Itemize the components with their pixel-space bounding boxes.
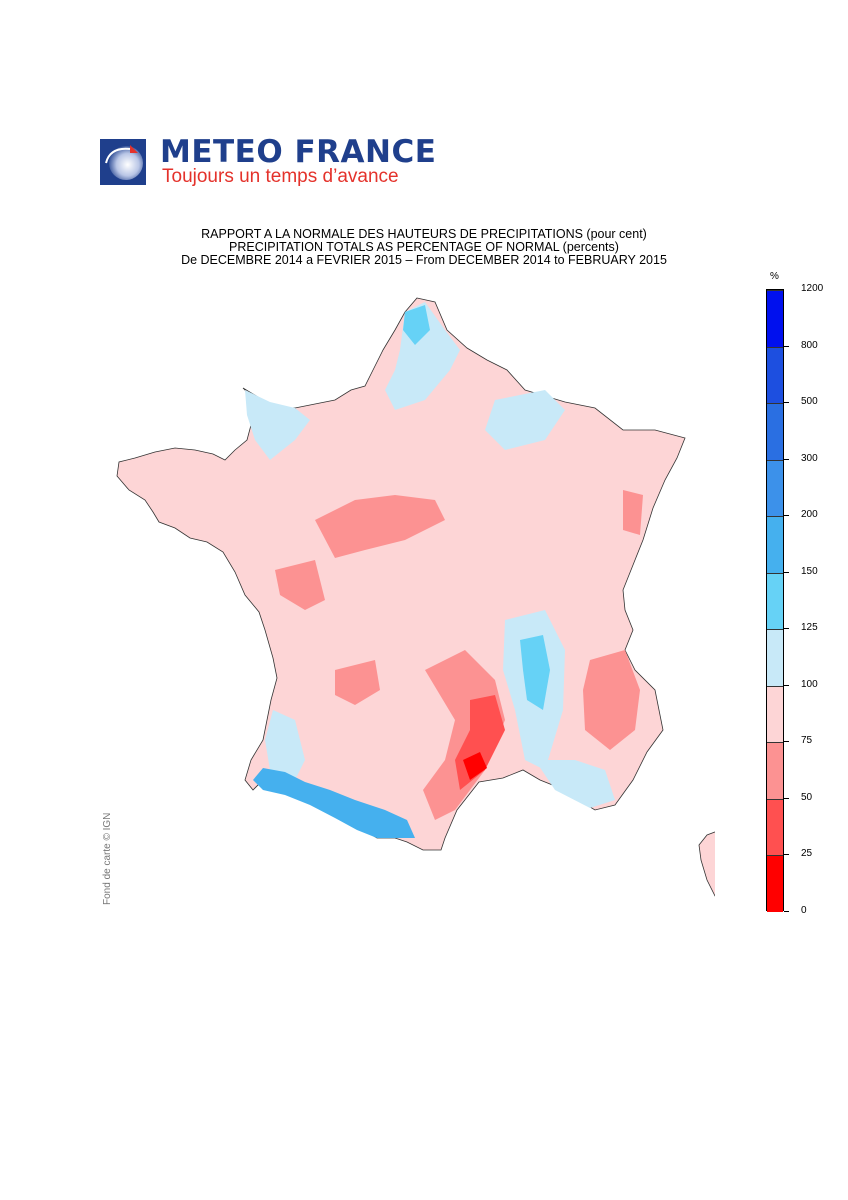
meteo-france-logo: METEO FRANCE Toujours un temps d’avance bbox=[100, 134, 436, 189]
precipitation-map bbox=[116, 297, 715, 897]
legend-label-200: 200 bbox=[801, 509, 818, 521]
corsica bbox=[698, 831, 715, 897]
zone-limousin-50-75 bbox=[335, 660, 380, 705]
legend-tick bbox=[784, 402, 789, 404]
legend-tick bbox=[784, 515, 789, 517]
meteo-france-emblem-icon bbox=[100, 139, 146, 185]
zone-southwest-100-125 bbox=[265, 710, 305, 780]
legend-swatch-200 bbox=[767, 459, 783, 517]
legend-swatch-300 bbox=[767, 403, 783, 460]
legend-label-75: 75 bbox=[801, 735, 813, 747]
title-line-period: De DECEMBRE 2014 a FEVRIER 2015 – From D… bbox=[181, 253, 667, 267]
zone-normandy-100-125 bbox=[245, 390, 310, 460]
legend-tick bbox=[784, 345, 789, 347]
legend-tick bbox=[784, 797, 789, 799]
legend-swatch-25 bbox=[767, 798, 783, 856]
brand-tagline: Toujours un temps d’avance bbox=[162, 166, 399, 187]
brand-name: METEO FRANCE bbox=[160, 134, 437, 170]
legend-label-0: 0 bbox=[801, 905, 807, 916]
zone-gard-0-25 bbox=[463, 752, 487, 780]
legend-label-300: 300 bbox=[801, 452, 818, 464]
zone-alps-125-150 bbox=[520, 635, 550, 710]
title-line-english: PRECIPITATION TOTALS AS PERCENTAGE OF NO… bbox=[229, 240, 619, 254]
legend-swatch-0 bbox=[767, 855, 783, 912]
legend-label-50: 50 bbox=[801, 791, 813, 803]
legend-label-100: 100 bbox=[801, 678, 818, 690]
legend-label-150: 150 bbox=[801, 565, 818, 577]
color-legend-bar bbox=[766, 289, 784, 912]
zone-flanders-125-150 bbox=[403, 305, 430, 345]
zone-southeast-coast-100-125 bbox=[535, 760, 615, 808]
zone-provence-50-75 bbox=[583, 650, 640, 750]
legend-swatch-50 bbox=[767, 742, 783, 799]
title-line-french: RAPPORT A LA NORMALE DES HAUTEURS DE PRE… bbox=[201, 227, 647, 241]
zone-alsace-50-75 bbox=[623, 490, 643, 535]
legend-swatch-75 bbox=[767, 685, 783, 743]
legend-label-500: 500 bbox=[801, 396, 818, 408]
legend-unit: % bbox=[770, 271, 779, 282]
zone-center-50-75 bbox=[315, 495, 445, 558]
zone-west-50-75 bbox=[275, 560, 325, 610]
map-title-block: RAPPORT A LA NORMALE DES HAUTEURS DE PRE… bbox=[0, 228, 848, 267]
legend-tick bbox=[784, 571, 789, 573]
legend-tick bbox=[784, 741, 789, 743]
legend-label-top: 1200 bbox=[801, 283, 824, 294]
zone-massif-50-75 bbox=[423, 650, 505, 820]
legend-label-800: 800 bbox=[801, 339, 818, 351]
legend-tick bbox=[784, 911, 789, 912]
zone-pyrenees-150-200 bbox=[253, 768, 415, 838]
legend-swatch-100 bbox=[767, 629, 783, 686]
legend-label-125: 125 bbox=[801, 622, 818, 634]
legend-tick bbox=[784, 628, 789, 630]
legend-swatch-800 bbox=[767, 290, 783, 347]
legend-tick bbox=[784, 458, 789, 460]
legend-tick bbox=[784, 684, 789, 686]
zone-northeast-100-125 bbox=[485, 390, 565, 450]
legend-swatch-150 bbox=[767, 516, 783, 573]
map-credit: Fond de carte © IGN bbox=[102, 812, 113, 905]
legend-swatch-125 bbox=[767, 572, 783, 630]
legend-swatch-500 bbox=[767, 346, 783, 404]
legend-label-25: 25 bbox=[801, 848, 813, 860]
legend-tick bbox=[784, 854, 789, 856]
